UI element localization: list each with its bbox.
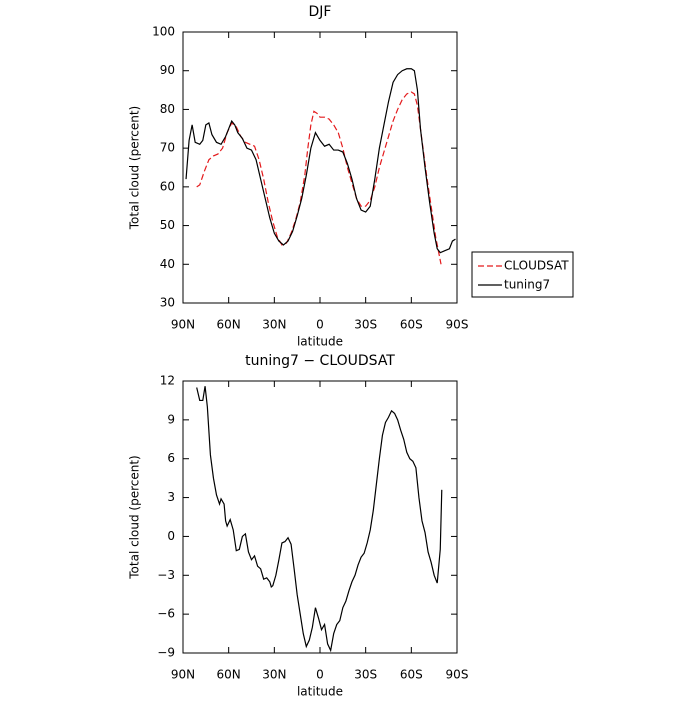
x-tick-label: 90S xyxy=(446,318,469,332)
y-tick-label: −6 xyxy=(157,607,175,621)
y-tick-label: 70 xyxy=(160,141,175,155)
y-tick-label: 50 xyxy=(160,218,175,232)
y-tick-label: 100 xyxy=(152,25,175,39)
x-tick-label: 30S xyxy=(354,668,377,682)
x-axis-label: latitude xyxy=(297,335,343,349)
legend-label: CLOUDSAT xyxy=(504,259,569,273)
chart-title: DJF xyxy=(309,4,332,20)
y-tick-label: 9 xyxy=(167,412,175,426)
y-tick-label: 12 xyxy=(160,374,175,388)
x-tick-label: 30N xyxy=(262,668,286,682)
plot-frame xyxy=(182,31,458,304)
x-tick-label: 0 xyxy=(316,318,324,332)
plot-frame xyxy=(182,380,458,654)
x-tick-label: 30S xyxy=(354,318,377,332)
y-tick-label: 60 xyxy=(160,179,175,193)
y-tick-label: 40 xyxy=(160,257,175,271)
data-line xyxy=(196,91,442,265)
data-line xyxy=(185,68,456,254)
legend-label: tuning7 xyxy=(504,278,550,292)
x-tick-label: 0 xyxy=(316,668,324,682)
x-tick-label: 30N xyxy=(262,318,286,332)
y-tick-label: 30 xyxy=(160,296,175,310)
data-line xyxy=(196,386,443,653)
y-tick-label: −9 xyxy=(157,646,175,660)
x-tick-label: 60S xyxy=(400,318,423,332)
y-tick-label: 80 xyxy=(160,102,175,116)
chart-title: tuning7 − CLOUDSAT xyxy=(245,353,395,369)
x-tick-label: 90S xyxy=(446,668,469,682)
x-tick-label: 60N xyxy=(217,318,241,332)
x-axis-label: latitude xyxy=(297,685,343,699)
x-tick-label: 90N xyxy=(171,668,195,682)
y-tick-label: 90 xyxy=(160,63,175,77)
y-axis-label: Total cloud (percent) xyxy=(128,106,142,230)
y-tick-label: 6 xyxy=(167,451,175,465)
y-tick-label: 3 xyxy=(167,490,175,504)
x-tick-label: 60N xyxy=(217,668,241,682)
y-axis-label: Total cloud (percent) xyxy=(128,455,142,579)
x-tick-label: 90N xyxy=(171,318,195,332)
y-tick-label: 0 xyxy=(167,529,175,543)
y-tick-label: −3 xyxy=(157,568,175,582)
x-tick-label: 60S xyxy=(400,668,423,682)
legend-box xyxy=(471,251,574,298)
